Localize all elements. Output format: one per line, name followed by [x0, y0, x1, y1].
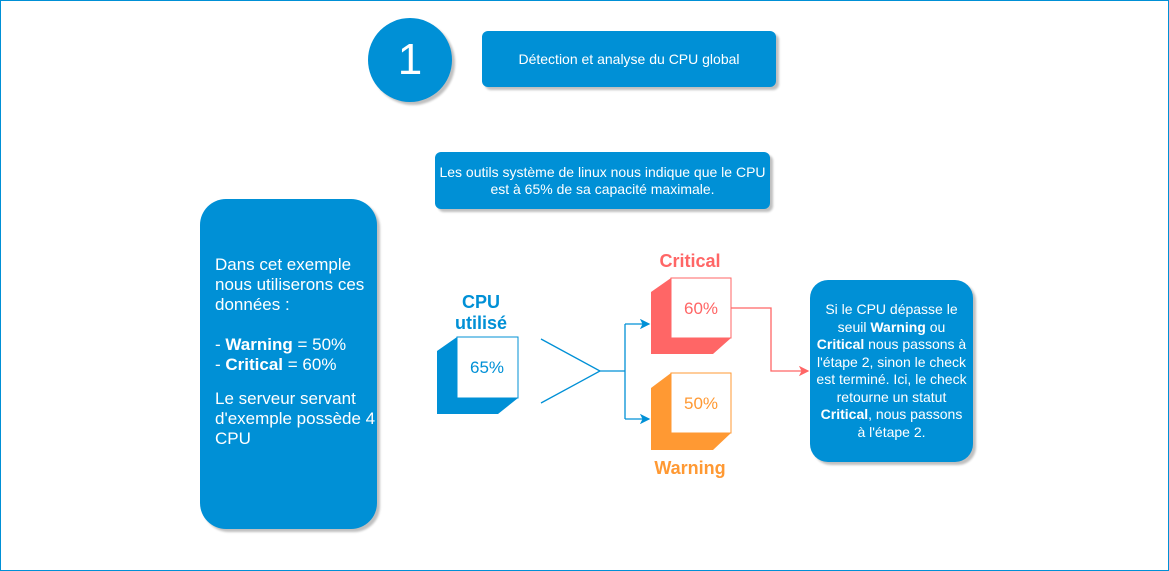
- cpu-cube: [437, 336, 519, 414]
- cpu-value: 65%: [470, 358, 505, 377]
- comparison-connector: [540, 318, 651, 425]
- critical-threshold-value: 60%: [684, 299, 719, 318]
- info-box: Les outils système de linux nous indique…: [435, 152, 770, 209]
- example-intro: Dans cet exemple nous utiliserons ces do…: [215, 255, 365, 314]
- thresholds: - Warning = 50% - Critical = 60%: [215, 335, 347, 374]
- warning-title: Warning: [654, 458, 726, 478]
- critical-title: Critical: [659, 251, 721, 271]
- critical-label: Critical: [225, 355, 284, 374]
- cpu-label: CPU utilisé: [454, 292, 507, 333]
- step-number-badge: 1: [368, 18, 452, 102]
- critical-to-result-arrow: [731, 307, 810, 377]
- result-text: Si le CPU dépasse le seuil Warning ou Cr…: [816, 301, 967, 440]
- step-title: Détection et analyse du CPU global: [482, 31, 776, 87]
- server-info: Le serveur servant d'exemple possède 4 C…: [215, 389, 376, 448]
- warning-cube: [651, 372, 732, 450]
- warning-threshold-value: 50%: [684, 394, 719, 413]
- warning-label: Warning: [225, 335, 293, 354]
- example-data-box: Dans cet exemple nous utiliserons ces do…: [200, 199, 377, 529]
- result-box: Si le CPU dépasse le seuil Warning ou Cr…: [810, 280, 973, 462]
- warning-value: = 50%: [292, 335, 347, 354]
- critical-cube: [651, 277, 732, 354]
- critical-value: = 60%: [283, 355, 337, 374]
